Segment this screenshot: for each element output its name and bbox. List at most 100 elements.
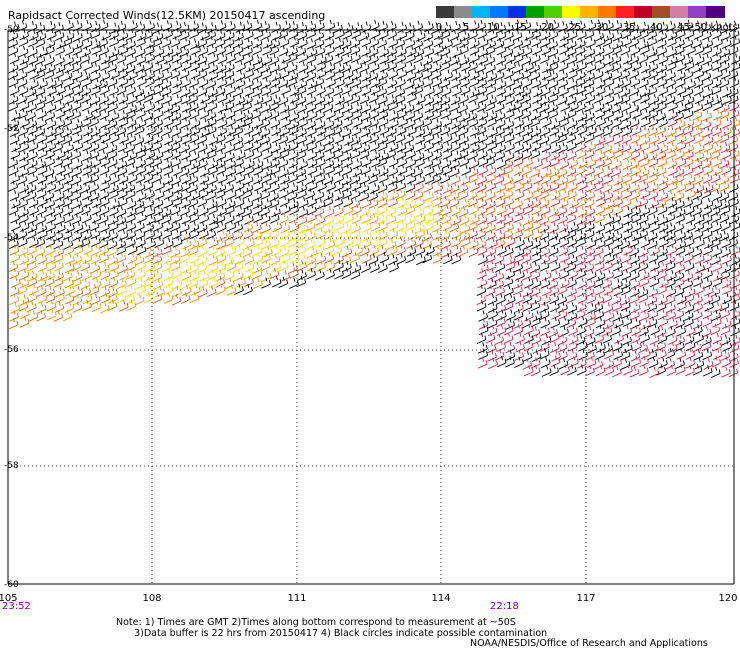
wind-barb <box>172 133 183 145</box>
wind-barb <box>575 133 586 146</box>
wind-barb <box>98 139 109 152</box>
wind-barb <box>711 117 722 129</box>
wind-barb <box>566 165 577 177</box>
wind-barb <box>379 252 390 264</box>
wind-barb <box>19 212 29 224</box>
wind-barb <box>530 69 541 81</box>
wind-barb <box>485 44 496 56</box>
wind-barb <box>62 180 73 193</box>
wind-barb <box>720 307 730 319</box>
wind-barb <box>235 70 246 82</box>
wind-barb <box>632 91 642 104</box>
wind-barb <box>640 205 651 217</box>
wind-barb <box>719 131 730 144</box>
wind-barb <box>136 268 146 280</box>
wind-barb <box>567 117 578 129</box>
wind-barb <box>667 244 677 256</box>
wind-barb <box>190 67 201 80</box>
wind-barb <box>362 117 372 130</box>
wind-barb <box>469 171 479 184</box>
wind-barb <box>269 212 280 224</box>
wind-barb <box>107 299 118 311</box>
wind-barb <box>506 59 516 72</box>
wind-barb <box>416 93 426 105</box>
wind-barb <box>576 147 587 160</box>
wind-barb <box>29 68 39 80</box>
wind-barb <box>71 53 82 66</box>
wind-barb <box>118 44 129 56</box>
wind-barb <box>630 148 641 160</box>
wind-barb <box>19 165 29 178</box>
wind-barb <box>162 93 173 105</box>
wind-barb <box>188 244 199 256</box>
wind-barb <box>298 196 309 209</box>
wind-barb <box>674 126 685 138</box>
legend-label: 10 <box>486 22 500 33</box>
wind-barb <box>82 229 92 241</box>
wind-barb <box>269 108 280 120</box>
wind-barb <box>468 195 478 208</box>
wind-barb <box>621 100 632 113</box>
wind-barb <box>189 107 200 120</box>
wind-barb <box>198 157 208 169</box>
wind-barb <box>431 172 442 185</box>
wind-barb <box>677 293 687 305</box>
wind-barb <box>82 30 92 42</box>
wind-barb <box>548 252 559 265</box>
wind-barb <box>524 310 534 322</box>
wind-barb <box>701 187 712 199</box>
wind-barb <box>587 342 597 354</box>
wind-barb <box>126 285 136 297</box>
wind-barb <box>648 68 659 80</box>
wind-barb <box>539 188 550 200</box>
wind-barb <box>613 267 624 279</box>
wind-barb <box>730 147 740 160</box>
wind-barb <box>496 340 506 352</box>
wind-barb <box>80 260 91 272</box>
wind-barb <box>152 36 162 48</box>
wind-barb <box>476 332 487 345</box>
wind-barb <box>19 133 30 146</box>
wind-barb <box>65 222 75 234</box>
wind-barb <box>126 275 137 287</box>
wind-barb <box>523 364 534 377</box>
wind-barb <box>191 284 201 296</box>
wind-barb <box>405 78 415 90</box>
wind-barb <box>702 109 712 122</box>
wind-barb <box>297 101 307 114</box>
wind-barb <box>143 292 154 304</box>
wind-barb <box>279 36 290 48</box>
wind-barb <box>513 197 523 210</box>
wind-barb <box>63 238 74 250</box>
wind-barb <box>494 252 505 265</box>
wind-barb <box>604 347 615 360</box>
wind-barb <box>566 131 577 144</box>
wind-barb <box>569 100 579 112</box>
wind-barb <box>306 62 316 74</box>
wind-barb <box>667 203 678 216</box>
wind-barb <box>56 84 66 96</box>
wind-barb <box>542 284 552 297</box>
wind-barb <box>144 44 155 56</box>
wind-barb <box>522 180 533 192</box>
wind-barb <box>190 124 201 137</box>
wind-barb <box>604 85 614 98</box>
wind-barb <box>665 358 676 370</box>
wind-barb <box>289 92 300 104</box>
wind-barb <box>559 126 569 138</box>
wind-barb <box>560 51 570 63</box>
wind-barb <box>395 172 406 184</box>
wind-barb <box>38 46 48 58</box>
time-label-right: 22:18 <box>490 601 519 612</box>
wind-barb <box>613 220 624 232</box>
wind-barb <box>315 20 325 32</box>
wind-barb <box>134 123 145 136</box>
wind-barb <box>719 211 730 224</box>
wind-barb <box>550 195 561 208</box>
wind-barb <box>198 187 209 200</box>
wind-barb <box>10 251 21 264</box>
wind-barb <box>108 220 119 232</box>
wind-barb <box>29 204 39 216</box>
wind-barb <box>612 260 623 272</box>
wind-barb <box>521 19 532 31</box>
